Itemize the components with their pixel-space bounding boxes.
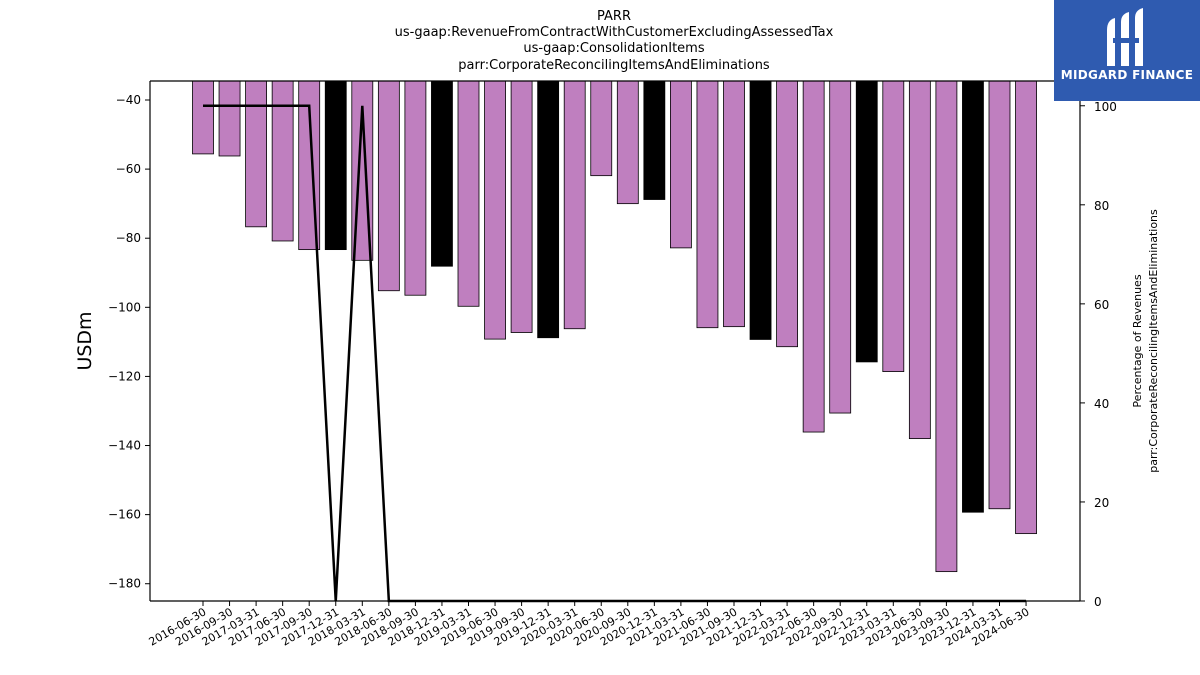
y2-tick-label: 40 [1094,397,1109,411]
bar-2023-03-31 [882,80,905,372]
bar-2021-09-30 [723,80,745,328]
midgard-finance-logo: MIDGARD FINANCE [1054,0,1200,101]
bar-2016-06-30 [192,80,214,155]
bar-2018-09-30 [404,80,427,296]
bar-2018-12-31 [431,80,453,267]
bar-2024-03-31 [988,80,1011,510]
y-axis-label: USDm [74,311,96,370]
bar-2021-12-31 [749,80,772,340]
bar-2021-06-30 [696,80,719,329]
title-line-4: parr:CorporateReconcilingItemsAndElimina… [458,58,770,73]
chart-title: PARR us-gaap:RevenueFromContractWithCust… [395,9,834,73]
bar-2020-12-31 [643,80,666,200]
title-line-1: PARR [597,9,631,24]
bar-2019-03-31 [457,80,480,307]
y2-axis-label-line-1: Percentage of Revenues [1131,274,1144,407]
bar-2023-12-31 [962,80,984,513]
bar-2022-06-30 [802,80,825,433]
title-line-3: us-gaap:ConsolidationItems [523,41,704,56]
bar-2022-09-30 [829,80,852,414]
y-tick-label: −100 [108,300,141,314]
y-tick-label: −140 [108,439,141,453]
y-tick-label: −160 [108,508,141,522]
bar-2020-03-31 [563,80,586,330]
bar-2018-06-30 [377,80,400,292]
bars-group [192,80,1037,573]
bar-2021-03-31 [670,80,692,249]
bar-2024-06-30 [1015,80,1037,535]
logo-text: MIDGARD FINANCE [1060,68,1194,82]
bar-2019-12-31 [537,80,560,339]
bar-2023-09-30 [935,80,958,573]
y2-axis-label: Percentage of Revenues parr:CorporateRec… [1131,209,1160,473]
y2-tick-label: 60 [1094,298,1109,312]
bar-2017-03-31 [245,80,268,228]
y-tick-label: −60 [116,162,141,176]
y2-tick-label: 80 [1094,199,1109,213]
bar-2019-06-30 [484,80,506,340]
midgard-logo-icon [1107,8,1143,66]
bar-2023-06-30 [908,80,931,440]
y-tick-label: −120 [108,369,141,383]
bar-2016-09-30 [218,80,241,157]
y-tick-label: −180 [108,577,141,591]
y2-tick-label: 20 [1094,496,1109,510]
bar-2022-12-31 [855,80,878,363]
title-line-2: us-gaap:RevenueFromContractWithCustomerE… [395,25,834,40]
bar-2020-09-30 [616,80,639,205]
y2-tick-label: 0 [1094,595,1102,609]
y-tick-label: −80 [116,231,141,245]
y2-axis-label-line-2: parr:CorporateReconcilingItemsAndElimina… [1147,209,1160,473]
y-tick-label: −40 [116,93,141,107]
y2-tick-label: 100 [1094,100,1117,114]
bar-2019-09-30 [510,80,533,333]
bar-2022-03-31 [776,80,798,348]
bar-2017-12-31 [324,80,347,251]
bar-2020-06-30 [590,80,613,177]
